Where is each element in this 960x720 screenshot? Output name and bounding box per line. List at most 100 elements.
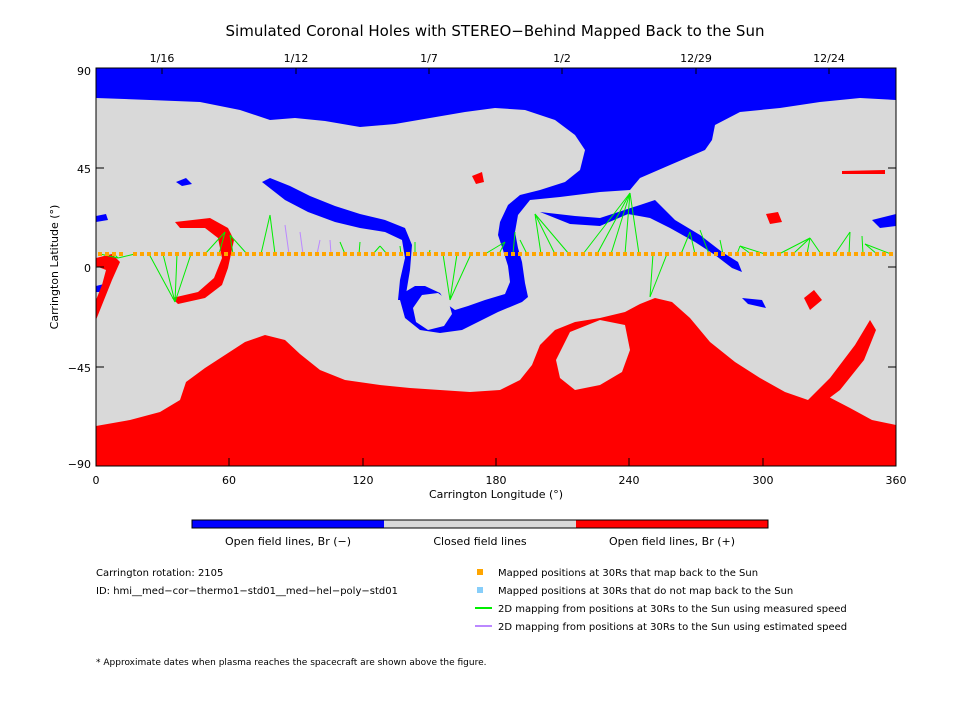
mapped-position-point [812, 252, 816, 256]
mapped-position-point [413, 252, 417, 256]
measured-mapping-line [218, 231, 226, 255]
measured-mapping-line [117, 253, 136, 259]
mapped-position-point [791, 252, 795, 256]
mapped-position-point [350, 252, 354, 256]
mapped-position-point [644, 252, 648, 256]
measured-mapping-line [699, 229, 710, 255]
mapped-position-point [329, 252, 333, 256]
mapped-position-point [301, 252, 305, 256]
mapped-position-point [826, 252, 830, 256]
colorbar-label-negative: Open field lines, Br (−) [225, 535, 351, 548]
mapped-position-point [385, 252, 389, 256]
small-negative-hole [742, 298, 766, 308]
mapped-position-point [476, 252, 480, 256]
mapped-position-point [287, 252, 291, 256]
mapped-position-point [868, 252, 872, 256]
mapped-position-point [560, 252, 564, 256]
estimated-mapping-line [329, 239, 332, 255]
mapped-position-point [651, 252, 655, 256]
measured-mapping-line [229, 234, 248, 255]
mapped-position-point [546, 252, 550, 256]
x-tick-label: 240 [619, 474, 640, 487]
mapped-position-point [623, 252, 627, 256]
measured-mapping-line [680, 231, 691, 255]
x-tick-label: 60 [222, 474, 236, 487]
measured-mapping-line [204, 231, 226, 255]
mapped-position-point [539, 252, 543, 256]
mapped-position-point [175, 252, 179, 256]
mapped-position-point [294, 252, 298, 256]
measured-mapping-line [649, 253, 654, 298]
mapped-position-point [364, 252, 368, 256]
mapped-position-point [889, 252, 893, 256]
mapped-position-point [217, 252, 221, 256]
mapped-position-point [273, 252, 277, 256]
mapped-position-point [700, 252, 704, 256]
date-tick-label: 1/7 [420, 52, 438, 65]
date-tick-label: 12/29 [680, 52, 712, 65]
x-axis: 0 60 120 180 240 300 360 Carrington Long… [93, 458, 907, 501]
mapped-position-point [532, 252, 536, 256]
mapped-position-point [693, 252, 697, 256]
footnote: * Approximate dates when plasma reaches … [96, 658, 487, 668]
mapped-position-point [203, 252, 207, 256]
mapped-position-point [154, 252, 158, 256]
legend-label: 2D mapping from positions at 30Rs to the… [498, 622, 847, 633]
y-tick-label: −90 [68, 458, 91, 471]
mapped-position-point [861, 252, 865, 256]
mapped-position-point [707, 252, 711, 256]
mapped-position-point [630, 252, 634, 256]
measured-mapping-line [269, 214, 276, 255]
x-tick-label: 0 [93, 474, 100, 487]
coronal-hole-map [96, 68, 896, 466]
small-negative-hole [176, 178, 192, 186]
y-tick-label: −45 [68, 362, 91, 375]
y-tick-label: 0 [84, 262, 91, 275]
date-axis: 1/16 1/12 1/7 1/2 12/29 12/24 [150, 52, 845, 74]
mapped-position-point [728, 252, 732, 256]
x-tick-label: 180 [486, 474, 507, 487]
mapped-position-point [98, 252, 102, 256]
mapped-position-point [665, 252, 669, 256]
y-tick-label: 45 [77, 163, 91, 176]
colorbar-label-closed: Closed field lines [433, 535, 527, 548]
north-hole-extension [262, 178, 412, 300]
mapped-position-point [847, 252, 851, 256]
mapped-position-point [336, 252, 340, 256]
mapped-position-point [238, 252, 242, 256]
mapped-position-point [245, 252, 249, 256]
mapped-position-point [147, 252, 151, 256]
positive-hole-arm [808, 320, 876, 405]
mapped-position-point [497, 252, 501, 256]
small-negative-hole [872, 214, 896, 228]
closed-island-south [556, 320, 630, 390]
date-tick-label: 1/12 [284, 52, 309, 65]
measured-mapping-line [449, 253, 458, 301]
mapped-position-point [140, 252, 144, 256]
mapped-position-point [434, 252, 438, 256]
measured-mapping-line [260, 214, 271, 255]
measured-mapping-line [229, 234, 234, 255]
measured-mapping-line [861, 235, 864, 255]
measured-mapping-line [778, 237, 811, 255]
mapped-position-point [224, 252, 228, 256]
model-id: ID: hmi__med−cor−thermo1−std01__med−hel−… [96, 586, 398, 597]
closed-island [413, 293, 452, 330]
mapped-position-point [763, 252, 767, 256]
date-tick-label: 1/16 [150, 52, 175, 65]
mapped-position-point [371, 252, 375, 256]
mapped-position-point [168, 252, 172, 256]
mapped-position-point [518, 252, 522, 256]
mapped-position-point [182, 252, 186, 256]
measured-mapping-line [174, 253, 178, 303]
mapped-position-point [105, 252, 109, 256]
measured-mapping-line [534, 213, 570, 255]
legend-marker-unmapped [477, 587, 483, 593]
measured-mapping-line [848, 231, 851, 255]
mapped-position-point [252, 252, 256, 256]
mapped-position-point [686, 252, 690, 256]
mapped-position-point [875, 252, 879, 256]
mapped-position-point [679, 252, 683, 256]
mapped-position-point [798, 252, 802, 256]
